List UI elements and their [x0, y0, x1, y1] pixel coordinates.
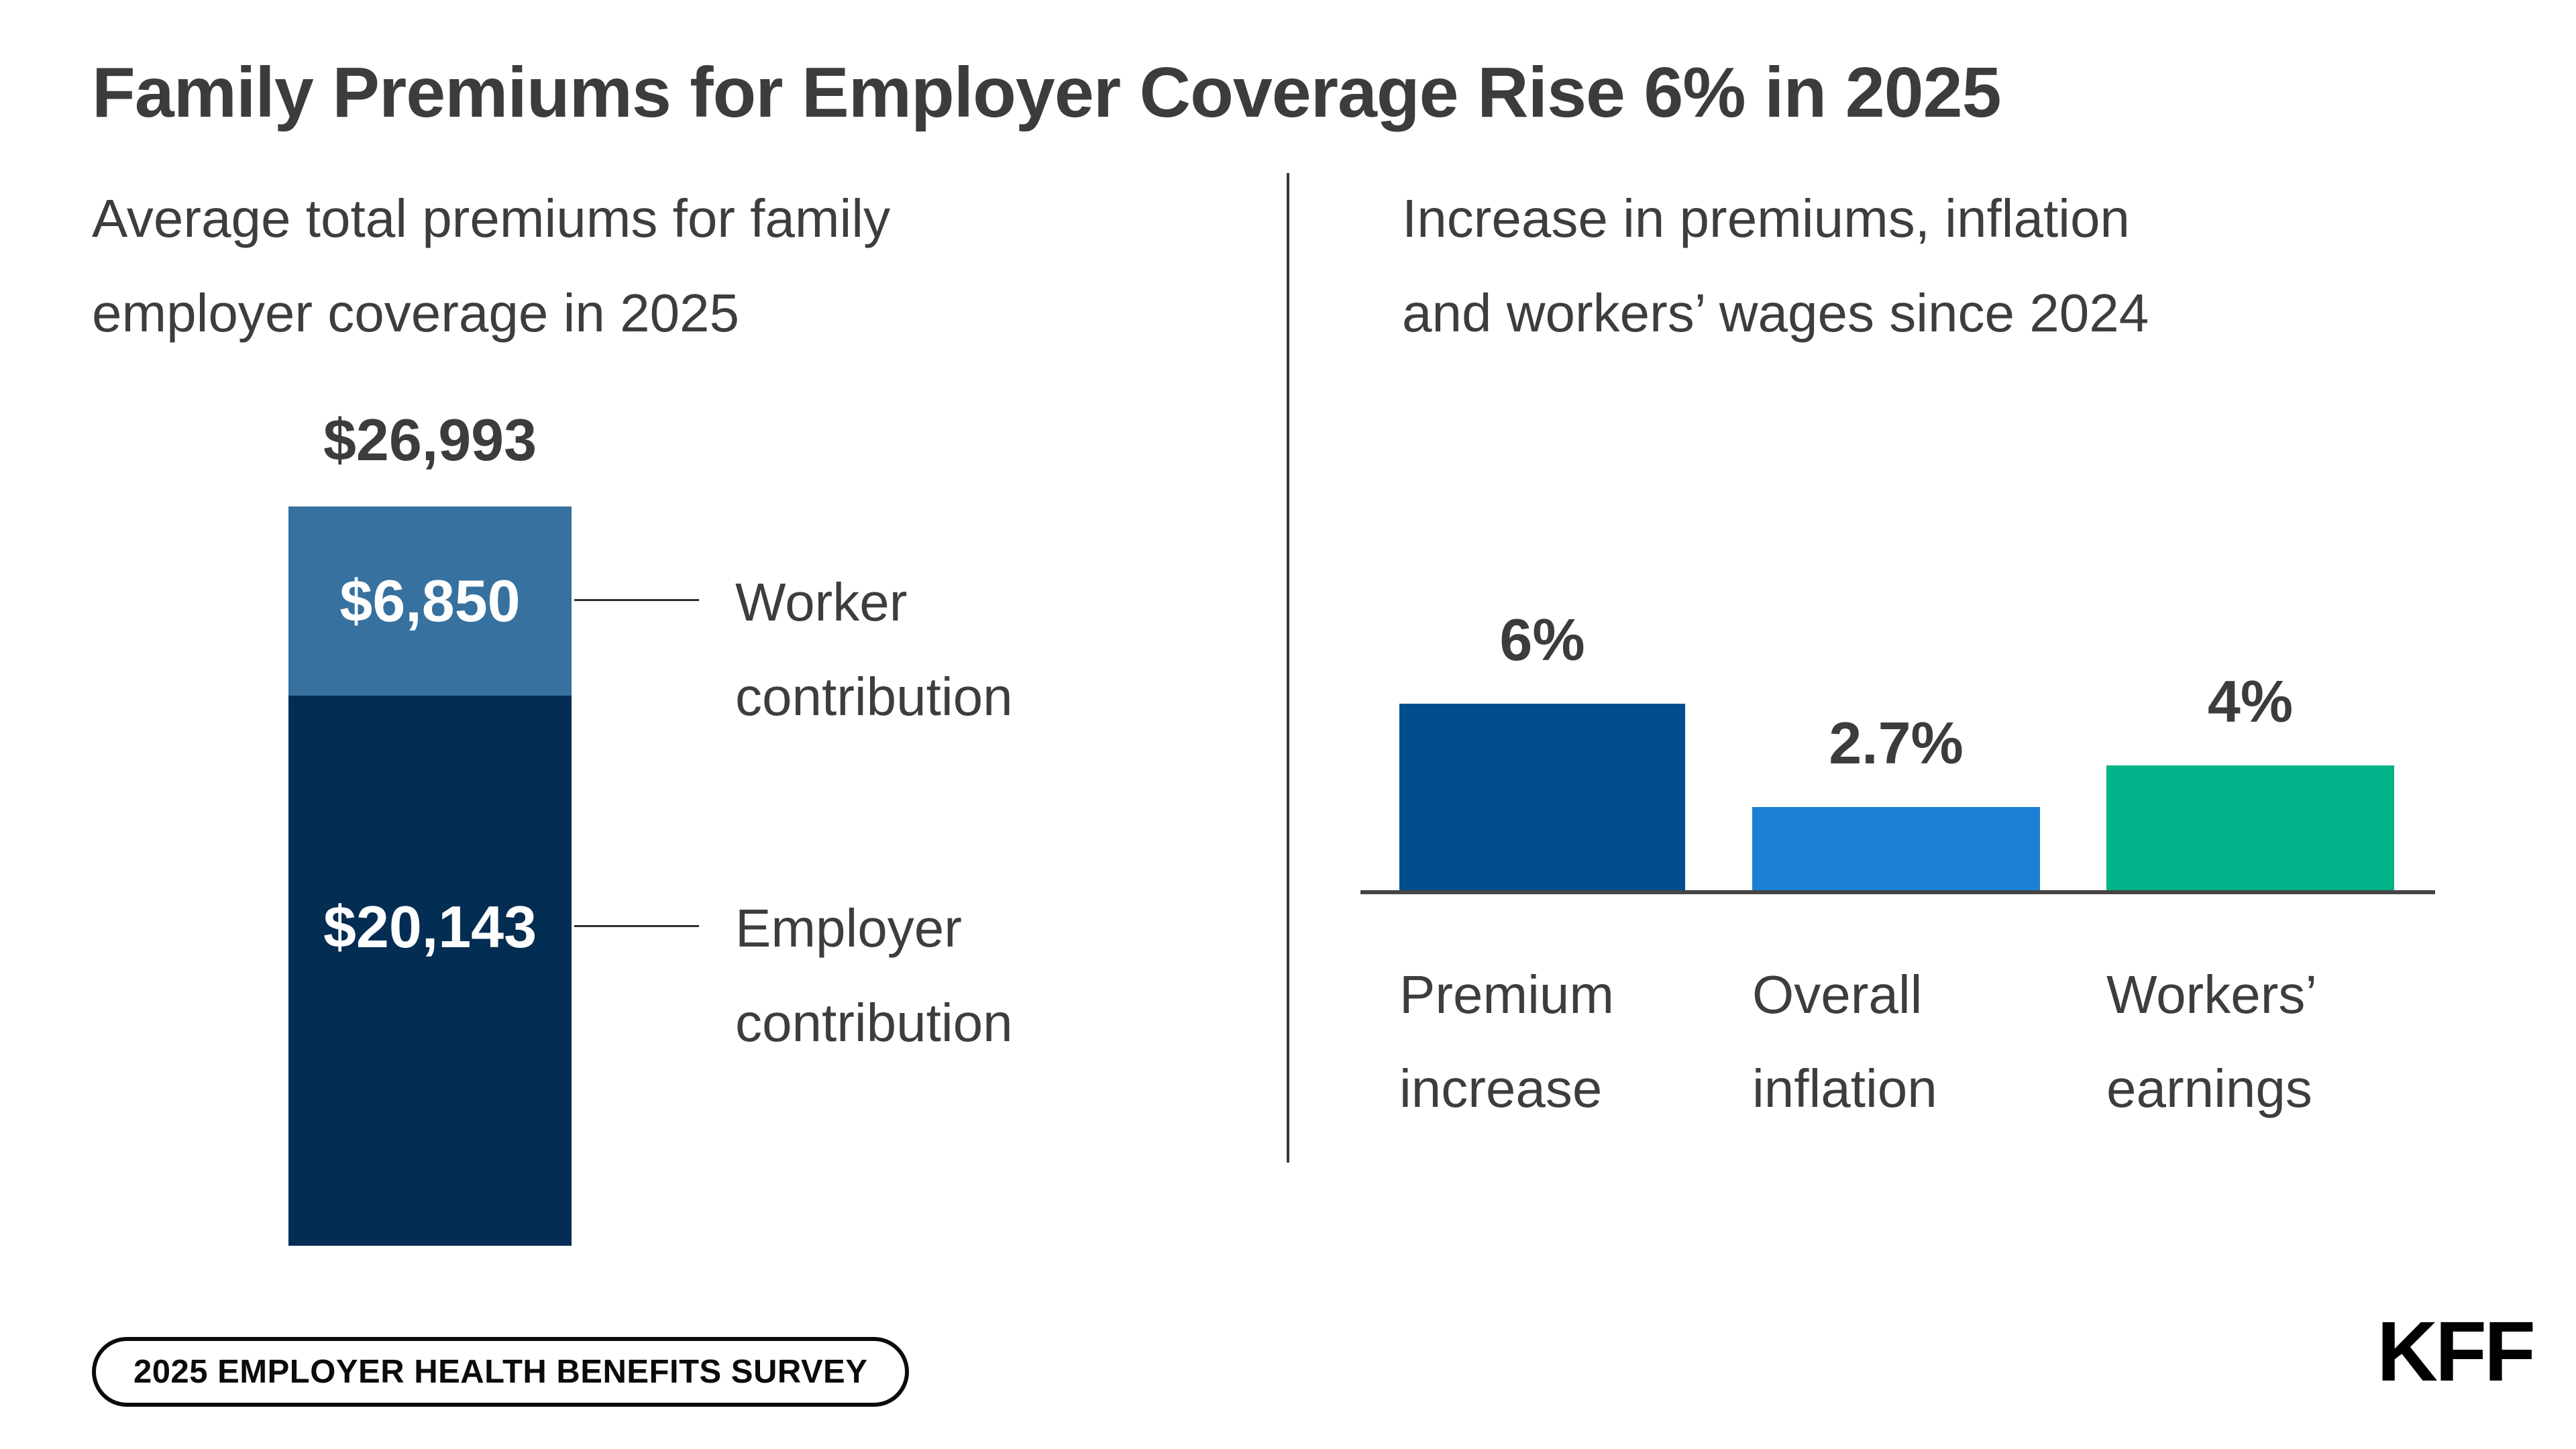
left-chart-subtitle: Average total premiums for family employ… [92, 171, 890, 360]
workers-earnings-bar [2106, 765, 2394, 890]
premium-increase-category-label: Premium increase [1399, 948, 1614, 1136]
workers-earnings-value: 4% [2207, 668, 2294, 735]
overall-inflation-label-line1: Overall [1752, 965, 1923, 1024]
left-subtitle-line1: Average total premiums for family [92, 189, 891, 248]
employer-annotation-line2: contribution [735, 993, 1013, 1053]
workers-earnings-category-label: Workers’ earnings [2106, 948, 2317, 1136]
overall-inflation-value: 2.7% [1829, 710, 1964, 776]
worker-contribution-value: $6,850 [339, 568, 521, 634]
employer-contribution-value: $20,143 [323, 894, 537, 960]
x-axis-baseline [1360, 890, 2435, 894]
employer-leader-line [574, 925, 699, 927]
stacked-premium-bar [288, 506, 572, 1246]
worker-annotation-line1: Worker [735, 572, 908, 632]
premium-increase-bar [1399, 704, 1685, 890]
employer-contribution-segment [288, 696, 572, 1246]
premium-increase-label-line2: increase [1399, 1059, 1603, 1118]
premium-increase-value: 6% [1499, 606, 1585, 673]
worker-contribution-annotation: Worker contribution [735, 555, 1013, 744]
premium-increase-label-line1: Premium [1399, 965, 1615, 1024]
workers-earnings-label-line2: earnings [2106, 1059, 2312, 1118]
right-subtitle-line1: Increase in premiums, inflation [1402, 189, 2130, 248]
kff-logo: KFF [2377, 1304, 2536, 1399]
page-title: Family Premiums for Employer Coverage Ri… [92, 53, 2002, 132]
right-chart-subtitle: Increase in premiums, inflation and work… [1402, 171, 2149, 360]
worker-leader-line [574, 599, 699, 601]
employer-contribution-annotation: Employer contribution [735, 881, 1013, 1070]
workers-earnings-label-line1: Workers’ [2106, 965, 2318, 1024]
worker-contribution-segment [288, 506, 572, 696]
total-premium-label: $26,993 [323, 407, 537, 473]
right-subtitle-line2: and workers’ wages since 2024 [1402, 283, 2149, 343]
worker-annotation-line2: contribution [735, 667, 1013, 727]
survey-badge: 2025 EMPLOYER HEALTH BENEFITS SURVEY [92, 1337, 910, 1407]
left-subtitle-line2: employer coverage in 2025 [92, 283, 740, 343]
overall-inflation-bar [1752, 807, 2040, 890]
overall-inflation-label-line2: inflation [1752, 1059, 1937, 1118]
panel-divider [1287, 173, 1289, 1163]
overall-inflation-category-label: Overall inflation [1752, 948, 1937, 1136]
employer-annotation-line1: Employer [735, 898, 962, 958]
